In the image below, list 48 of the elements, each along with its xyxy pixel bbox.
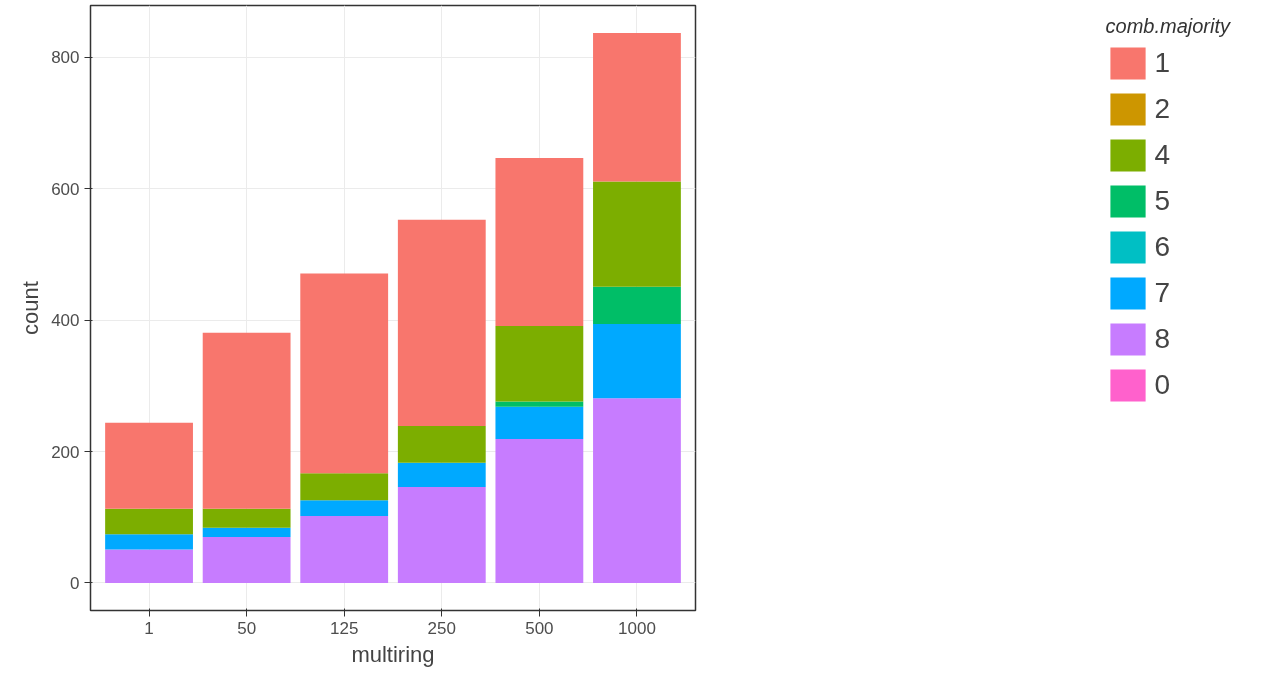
bar	[202, 332, 291, 509]
bar	[593, 398, 681, 583]
bar	[300, 273, 389, 474]
bar	[105, 508, 193, 535]
bar	[495, 401, 584, 407]
x-tick-label: 125	[330, 618, 359, 638]
x-tick-label: 1	[144, 618, 154, 638]
bar	[495, 439, 584, 583]
bar	[300, 500, 389, 516]
bar	[495, 157, 584, 327]
y-axis-title: count	[18, 281, 44, 335]
bar	[105, 534, 193, 550]
bar	[397, 487, 486, 583]
y-tick-label: 800	[51, 48, 80, 68]
bar	[105, 422, 193, 509]
legend-label: 5	[1154, 185, 1172, 217]
x-tick-label: 500	[525, 618, 554, 638]
bar	[300, 515, 389, 583]
bar	[202, 536, 291, 583]
y-tick-label: 400	[51, 311, 80, 331]
legend-label: 8	[1154, 323, 1172, 355]
x-tick-label: 250	[427, 618, 456, 638]
bar	[397, 425, 486, 463]
bar	[105, 549, 193, 583]
bar	[593, 286, 681, 325]
y-tick-label: 200	[51, 442, 80, 462]
legend-title: comb.majority	[1105, 15, 1230, 38]
legend-label: 6	[1154, 231, 1172, 263]
bar	[593, 324, 681, 399]
bar	[300, 473, 389, 501]
x-axis-title: multiring	[351, 641, 435, 667]
legend-label: 4	[1154, 139, 1172, 171]
x-tick-label: 1000	[618, 618, 656, 638]
bar	[495, 326, 584, 402]
bar	[202, 508, 291, 528]
legend-label: 1	[1154, 47, 1172, 79]
y-tick-label: 600	[51, 179, 80, 199]
legend-label: 2	[1154, 93, 1172, 125]
bar	[202, 527, 291, 537]
bar	[593, 33, 681, 182]
bar	[397, 219, 486, 426]
bar	[593, 181, 681, 287]
bar	[397, 462, 486, 487]
legend-label: 7	[1154, 277, 1172, 309]
legend-label: 0	[1154, 369, 1172, 401]
bar	[495, 406, 584, 440]
x-tick-label: 50	[237, 618, 257, 638]
y-tick-label: 0	[70, 573, 80, 593]
